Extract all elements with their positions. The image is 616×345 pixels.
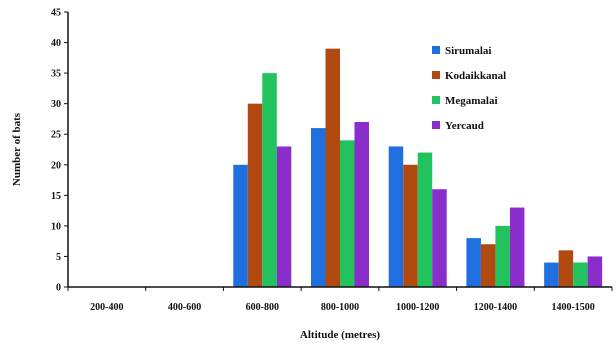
bar-yercaud [432,189,447,287]
x-tick-label: 800-1000 [321,302,359,313]
legend-swatch [432,46,440,54]
y-tick-label: 15 [51,191,61,202]
y-tick-label: 5 [56,252,61,263]
y-tick-label: 45 [51,8,61,19]
legend-label: Yercaud [445,120,484,132]
bar-yercaud [276,146,292,287]
bar-sirumalai [311,128,326,287]
bar-kodaikkanal [325,48,340,287]
bar-yercaud [509,207,525,287]
y-tick-label: 20 [51,160,61,171]
legend-label: Megamalai [445,95,498,107]
bar-megamalai [573,262,588,287]
legend-swatch [432,71,440,79]
x-tick-label: 1200-1400 [474,302,517,313]
x-axis-title: Altitude (metres) [300,329,380,341]
y-tick-label: 10 [51,221,61,232]
bar-kodaikkanal [558,250,574,287]
y-axis-title: Number of bats [11,112,23,186]
bar-kodaikkanal [247,103,263,288]
y-tick-label: 40 [51,38,61,49]
bar-sirumalai [466,238,481,287]
x-tick-label: 200-400 [90,302,123,313]
bar-sirumalai [388,146,404,287]
bar-kodaikkanal [480,244,496,287]
bar-sirumalai [544,262,559,287]
bar-sirumalai [233,164,248,287]
bar-megamalai [495,225,510,287]
bar-megamalai [262,73,277,287]
y-tick-label: 30 [51,99,61,110]
legend-swatch [432,96,440,104]
x-tick-label: 1000-1200 [396,302,439,313]
bar-yercaud [587,256,603,287]
bars [233,48,603,288]
x-tick-label: 400-600 [168,302,201,313]
x-axis-tick-labels: 200-400 400-600 600-800 800-1000 1000-1200 12… [67,287,613,313]
bar-megamalai [417,152,433,287]
x-tick-label: 1400-1500 [551,302,594,313]
bar-kodaikkanal [403,164,418,287]
y-axis-ticks: 0 5 10 15 20 25 30 35 40 45 [51,8,68,294]
y-tick-label: 35 [51,69,61,80]
bar-megamalai [340,140,355,287]
legend-label: Kodaikkanal [445,70,506,82]
legend-label: Sirumalai [445,45,491,57]
legend: Sirumalai Kodaikkanal Megamalai Yercaud [432,45,506,132]
legend-swatch [432,121,440,129]
x-tick-label: 600-800 [246,302,279,313]
y-tick-label: 25 [51,130,61,141]
y-tick-label: 0 [56,283,61,294]
bar-yercaud [354,122,369,287]
